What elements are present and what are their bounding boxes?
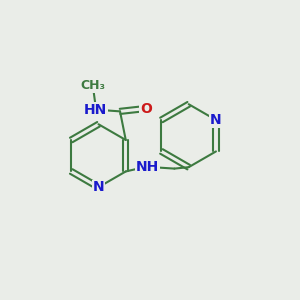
Text: O: O bbox=[140, 101, 152, 116]
Text: NH: NH bbox=[136, 160, 159, 174]
Text: N: N bbox=[210, 113, 222, 127]
Text: N: N bbox=[93, 180, 104, 194]
Text: CH₃: CH₃ bbox=[80, 79, 105, 92]
Text: HN: HN bbox=[84, 103, 107, 117]
